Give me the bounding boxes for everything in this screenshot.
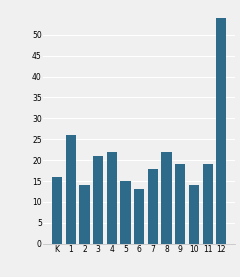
Bar [148,168,158,244]
Bar [189,185,199,244]
Bar [175,164,186,244]
Bar [203,164,213,244]
Bar [93,156,103,244]
Bar [134,189,144,244]
Bar [79,185,90,244]
Bar [162,152,172,244]
Bar [107,152,117,244]
Bar [52,177,62,244]
Bar [66,135,76,244]
Bar [216,18,227,244]
Bar [120,181,131,244]
